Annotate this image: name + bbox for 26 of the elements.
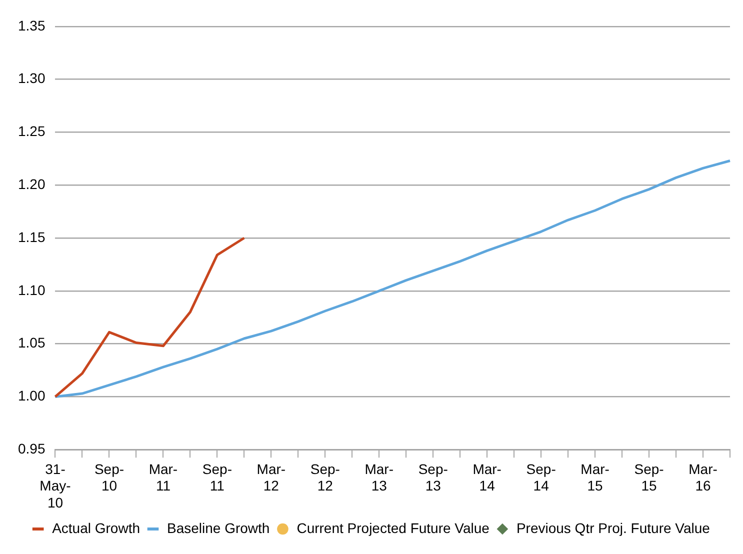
x-tick-label: Mar-12 bbox=[256, 460, 286, 494]
y-tick-label: 1.10 bbox=[18, 282, 46, 298]
y-tick-label: 1.00 bbox=[18, 388, 46, 404]
legend-label: Actual Growth bbox=[52, 520, 140, 536]
x-tick-label: 31-May-10 bbox=[40, 460, 72, 510]
y-tick-label: 1.20 bbox=[18, 176, 46, 192]
y-tick-label: 1.25 bbox=[18, 123, 46, 140]
x-tick-label: Sep-14 bbox=[526, 460, 556, 494]
x-tick-label: Mar-16 bbox=[688, 460, 718, 494]
x-tick-label: Mar-13 bbox=[364, 460, 394, 494]
y-tick-label: 1.15 bbox=[18, 228, 46, 245]
y-tick-label: 0.95 bbox=[18, 440, 46, 456]
y-tick-label: 1.30 bbox=[18, 70, 46, 86]
x-tick-label: Sep-15 bbox=[634, 460, 664, 494]
x-tick-label: Mar-14 bbox=[472, 460, 502, 494]
legend-label: Baseline Growth bbox=[167, 520, 270, 536]
x-tick-label: Mar-15 bbox=[580, 460, 610, 494]
x-tick-label: Mar-11 bbox=[148, 460, 178, 494]
legend-label: Previous Qtr Proj. Future Value bbox=[516, 520, 710, 536]
x-tick-label: Sep-13 bbox=[418, 460, 448, 494]
x-tick-label: Sep-10 bbox=[94, 460, 124, 494]
x-tick-label: Sep-11 bbox=[202, 460, 232, 494]
y-tick-label: 1.05 bbox=[18, 334, 46, 351]
x-tick-label: Sep-12 bbox=[310, 460, 340, 494]
legend-label: Current Projected Future Value bbox=[296, 520, 490, 536]
y-tick-label: 1.35 bbox=[18, 17, 46, 34]
